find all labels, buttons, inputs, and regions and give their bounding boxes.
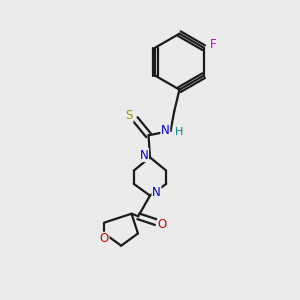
Text: N: N <box>140 148 148 161</box>
Text: O: O <box>158 218 167 231</box>
Text: F: F <box>210 38 216 51</box>
Text: S: S <box>126 109 133 122</box>
Text: N: N <box>161 124 170 137</box>
Text: H: H <box>175 127 183 137</box>
Text: O: O <box>100 232 109 245</box>
Text: N: N <box>152 186 161 199</box>
